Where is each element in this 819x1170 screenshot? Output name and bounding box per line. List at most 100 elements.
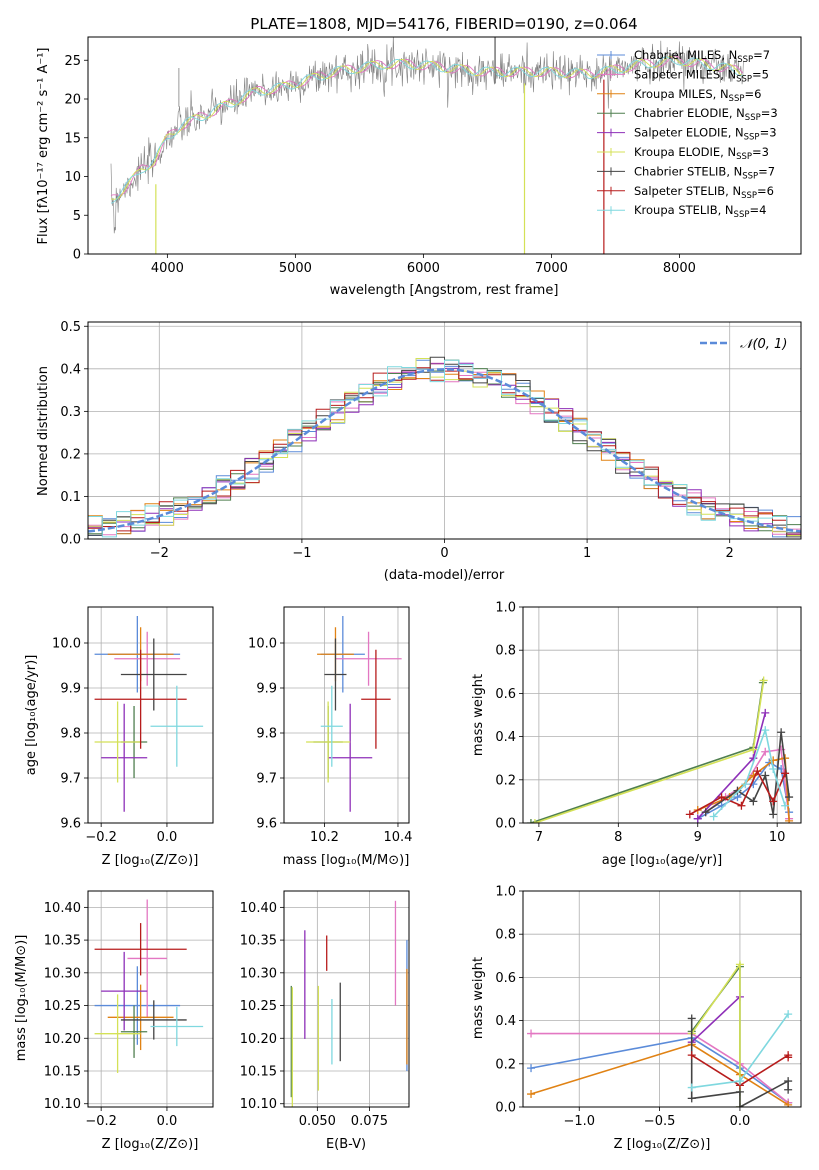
legend-count: =3 [761,106,778,120]
x-tick-label: 0 [440,546,448,561]
y-tick-label: 10.20 [240,1032,277,1047]
y-tick-label: 0.4 [60,362,81,377]
histogram-steps [88,356,801,538]
weight-series-line [691,996,741,1043]
weight-point-marker [761,726,770,735]
weight-point-marker [737,801,746,810]
weight-point-marker [769,756,778,765]
weight-point-marker [735,1077,744,1086]
y-tick-label: 0.2 [495,1057,516,1072]
spectrum-lines [110,37,744,254]
y-tick-label: 10.40 [44,901,81,916]
weight-vs-Z-xlabel: Z [log₁₀(Z/Z⊙)] [614,1137,711,1152]
mass-vs-Z-ylabel: mass [log₁₀(M/M⊙)] [14,935,29,1062]
y-tick-label: 10.20 [44,1032,81,1047]
y-tick-label: 0.1 [60,490,81,505]
weight-vs-Z-plot-area: −1.0 −0.5 0.0 0.0 0.2 0.4 0.6 0.8 1.0 [495,885,802,1129]
weight-point-marker [687,1051,696,1060]
weight-point-marker [781,769,790,778]
y-tick-label: 10.10 [44,1097,81,1112]
x-tick-label: −1 [292,546,311,561]
x-tick-label: 7000 [535,261,568,276]
spectrum-legend: Chabrier MILES, NSSP=7 Salpeter MILES, NS… [597,48,778,220]
y-tick-label: 10.30 [240,966,277,981]
legend-label: Chabrier ELODIE, NSSP=3 [634,106,778,123]
x-tick-label: 0.0 [157,830,178,845]
x-tick-label: 7 [535,830,543,845]
weight-lines [526,676,794,823]
y-tick-label: 9.6 [256,817,277,832]
legend-subscript: SSP [737,55,753,65]
weight-vs-Z-ylabel: mass weight [471,957,486,1039]
x-tick-label: 2 [726,546,734,561]
spectrum-plot-area: 4000 5000 6000 7000 8000 0 5 10 15 20 25 [64,36,802,276]
y-tick-label: 0.5 [60,320,81,335]
weight-point-marker [784,1085,793,1094]
legend-subscript: SSP [734,210,750,220]
weight-point-marker [527,1090,536,1099]
x-tick-label: 9 [694,830,702,845]
spectrum-title: PLATE=1808, MJD=54176, FIBERID=0190, z=0… [250,15,637,33]
axes-frame [87,890,214,1108]
legend-subscript: SSP [741,191,757,201]
spectrum-ylabel: Flux [fλ10⁻¹⁷ erg cm⁻² s⁻¹ A⁻¹] [36,48,51,245]
y-tick-label: 0.0 [495,817,516,832]
legend-count: =3 [760,126,777,140]
weight-point-marker [687,1083,696,1092]
legend-label: Salpeter STELIB, NSSP=6 [634,184,774,201]
x-tick-label: 0.0 [730,1114,751,1129]
weight-point-marker [693,814,702,823]
normal-curve [88,368,801,533]
x-tick-label: −0.2 [85,830,117,845]
y-tick-label: 1.0 [495,885,516,900]
mass-vs-ebv-panel: 0.050 0.075 10.10 10.15 10.20 10.25 10.30 10.35… [240,890,410,1152]
weight-point-marker [735,960,744,969]
weight-point-marker [753,767,762,776]
y-tick-label: 9.8 [256,727,277,742]
axes-frame [522,606,802,824]
mass-vs-ebv-plot-area: 0.050 0.075 10.10 10.15 10.20 10.25 10.30 10.35… [240,890,410,1129]
weight-point-marker [530,819,539,823]
histogram-ylabel: Normed distribution [36,366,51,496]
y-tick-label: 10.35 [240,934,277,949]
weight-point-marker [784,1053,793,1062]
histogram-xlabel: (data-model)/error [384,568,505,583]
weight-point-marker [761,771,770,780]
legend-subscript: SSP [736,74,752,84]
model-spectrum-line [110,55,744,196]
weight-point-marker [687,1014,696,1023]
y-tick-label: 0.6 [495,971,516,986]
weight-vs-age-plot-area: 7 8 9 10 0.0 0.2 0.4 0.6 0.8 1.0 [495,601,802,845]
mass-vs-ebv-xlabel: E(B-V) [326,1137,366,1152]
y-tick-label: 0.4 [495,730,516,745]
y-tick-label: 10.15 [44,1065,81,1080]
weight-point-marker [527,1029,536,1038]
weight-point-marker [781,801,790,810]
weight-point-marker [761,708,770,717]
legend-subscript: SSP [736,152,752,162]
legend-count: =6 [757,184,774,198]
weight-series-line [697,712,767,820]
y-tick-label: 0 [73,248,81,263]
histogram-legend: 𝒩(0, 1) [700,337,787,352]
weight-point-marker [785,816,794,823]
age-vs-mass-plot-area: 10.2 10.4 9.6 9.7 9.8 9.9 10.0 [248,606,412,845]
weight-point-marker [761,747,770,756]
weight-point-marker [769,810,778,819]
y-tick-label: 0.2 [60,447,81,462]
weight-point-marker [735,1103,744,1107]
y-tick-label: 9.6 [60,817,81,832]
y-tick-label: 9.9 [60,682,81,697]
x-tick-label: 1 [583,546,591,561]
y-tick-label: 0.8 [495,928,516,943]
model-spectrum-line [110,56,744,204]
legend-count: =3 [752,145,769,159]
weight-point-marker [717,793,726,802]
axes-frame [283,606,410,824]
weight-point-marker [526,819,535,823]
y-tick-label: 10.15 [240,1065,277,1080]
legend-count: =5 [752,67,769,81]
axes-frame [283,890,410,1108]
legend-label: Kroupa MILES, NSSP=6 [634,87,761,104]
